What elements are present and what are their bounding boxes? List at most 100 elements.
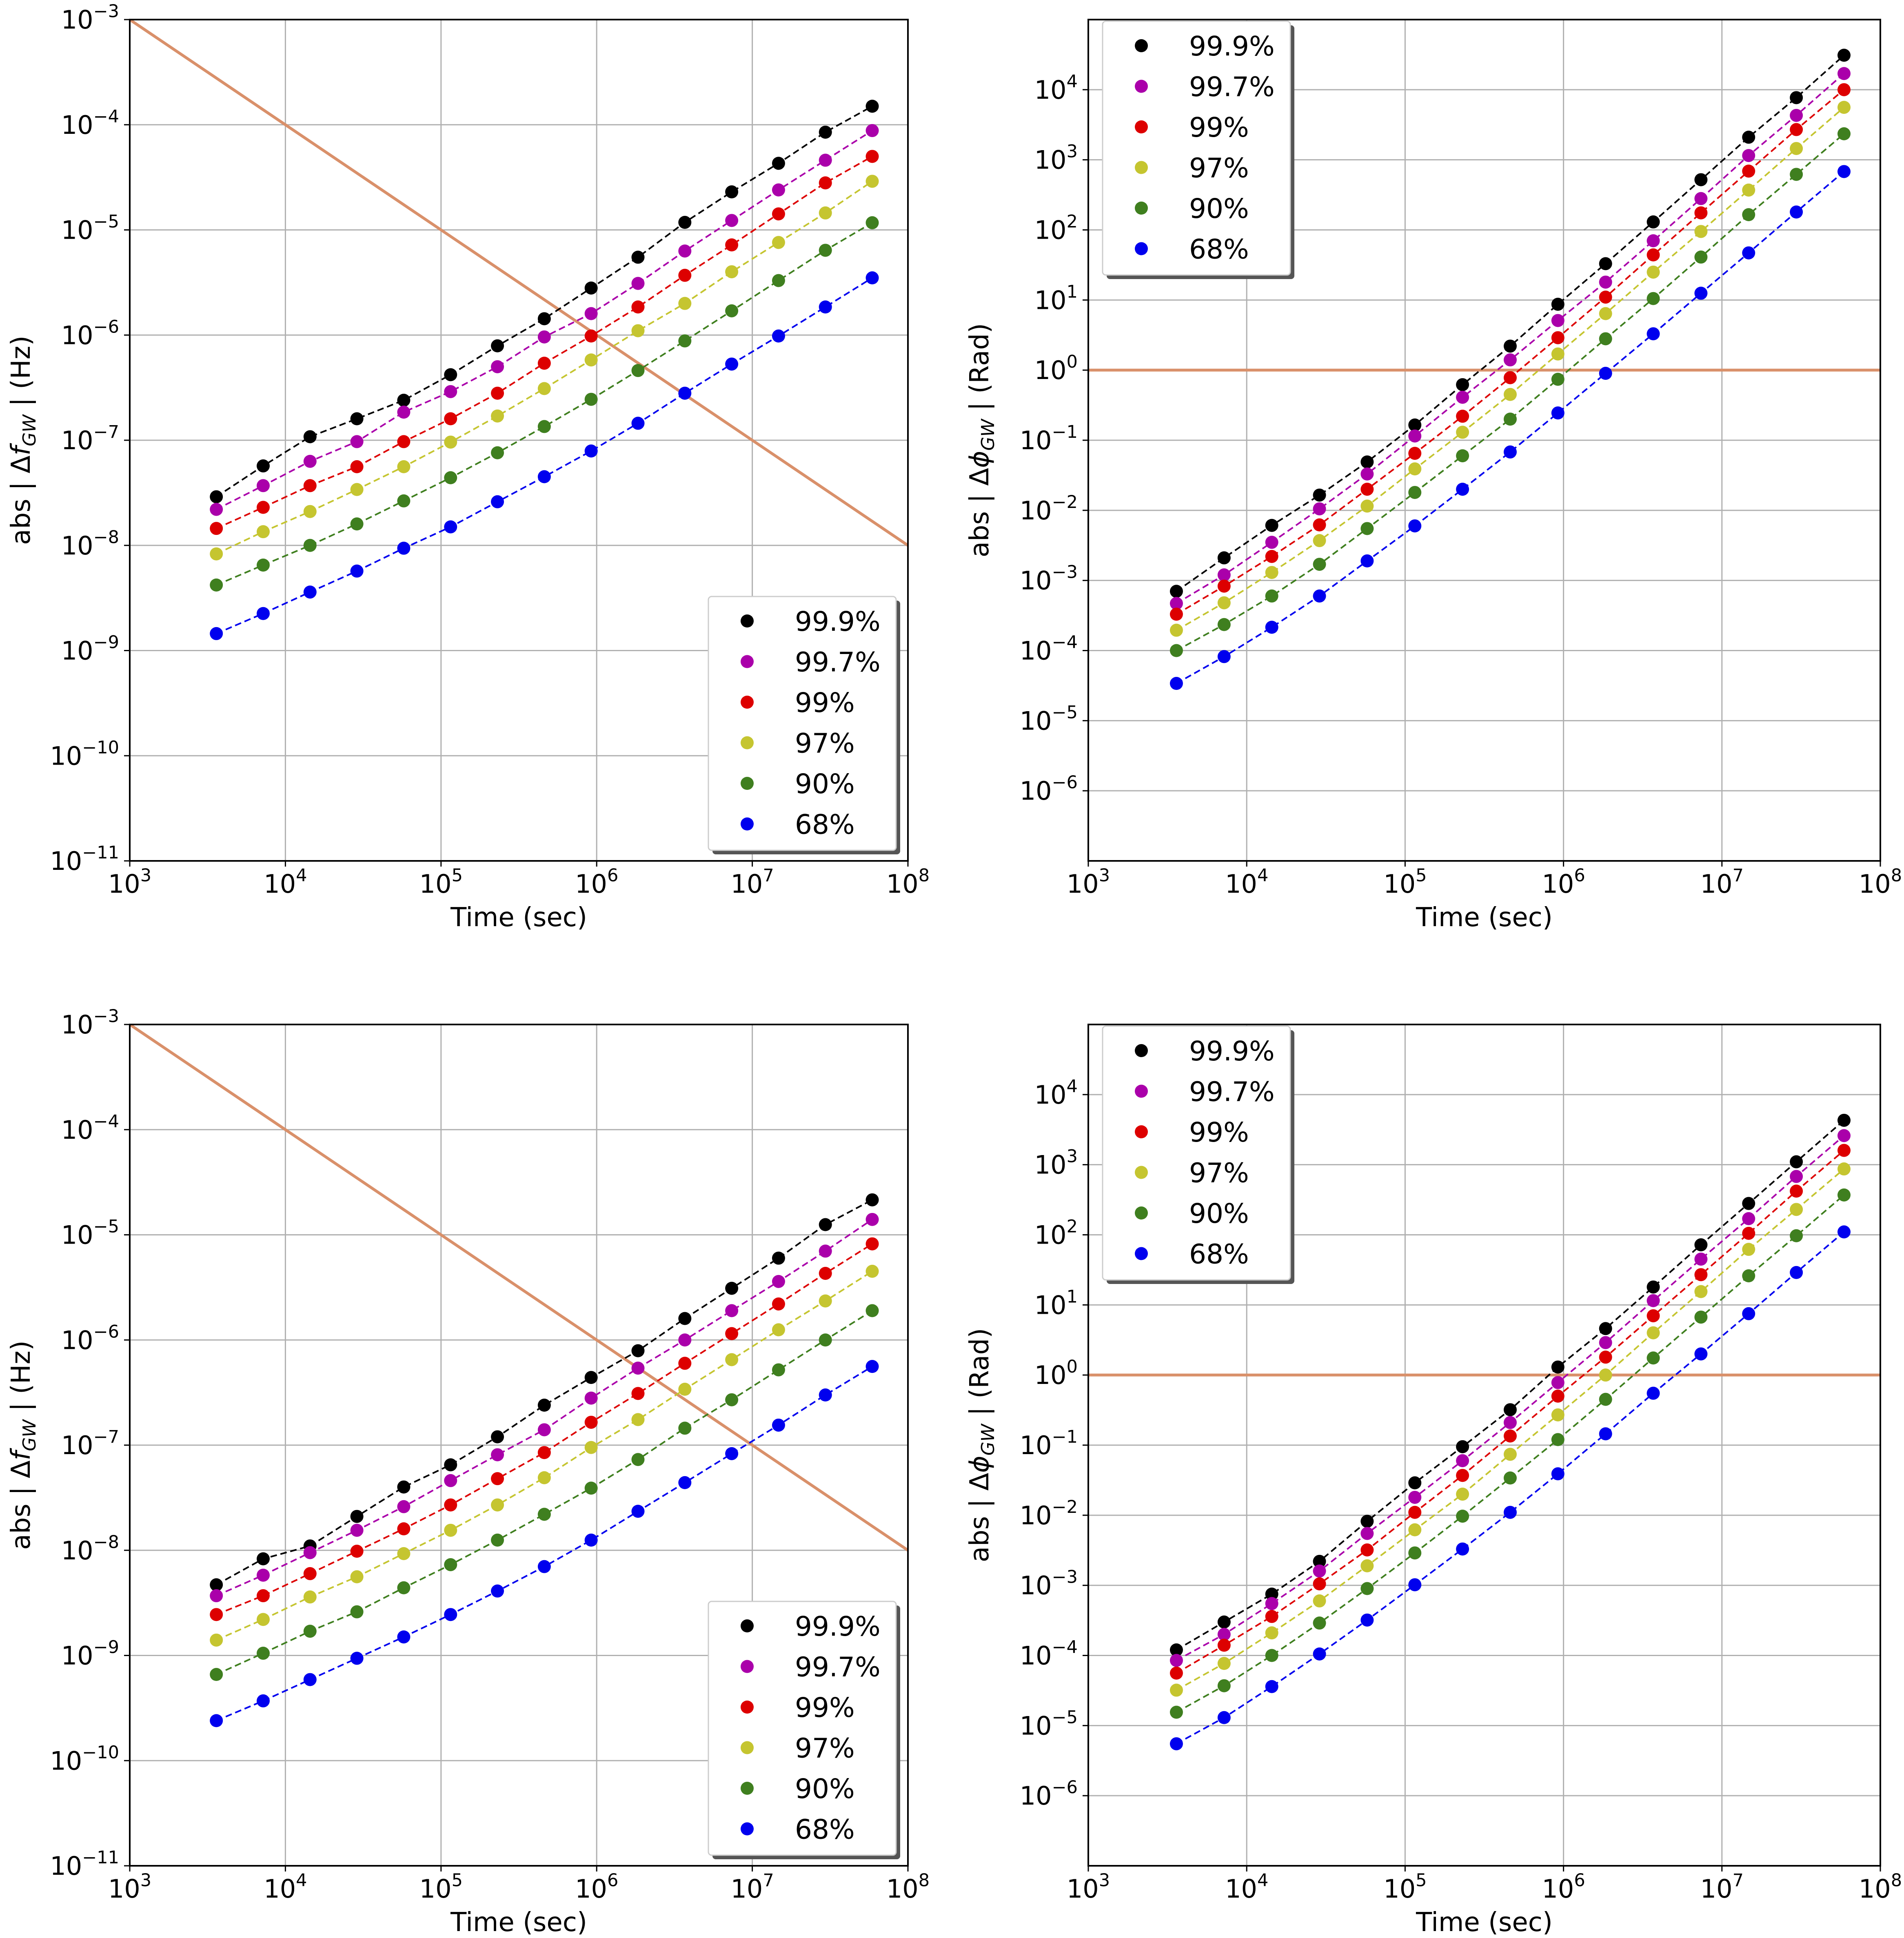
data-point bbox=[537, 312, 551, 326]
legend-marker bbox=[1135, 1247, 1148, 1260]
y-tick-label: 102 bbox=[1034, 1217, 1078, 1250]
data-point bbox=[1503, 1506, 1517, 1519]
legend-label: 99.7% bbox=[1189, 71, 1275, 103]
data-point bbox=[1217, 1628, 1231, 1641]
data-point bbox=[1456, 1469, 1469, 1482]
data-point bbox=[865, 1193, 879, 1206]
data-point bbox=[631, 300, 645, 314]
chart-bottom-left: 103 104 105 106 107 108 10−11 10−10 10−9 10−8 10−7… bbox=[6, 1006, 930, 1938]
data-point bbox=[1599, 290, 1612, 304]
data-point bbox=[1599, 332, 1612, 346]
data-point bbox=[1169, 608, 1183, 621]
data-point bbox=[1169, 644, 1183, 657]
data-point bbox=[1169, 1666, 1183, 1680]
data-point bbox=[444, 412, 457, 426]
data-point bbox=[865, 100, 879, 113]
legend-label: 90% bbox=[1189, 1198, 1249, 1229]
data-point bbox=[1742, 246, 1755, 259]
data-point bbox=[1790, 1229, 1803, 1242]
data-point bbox=[1790, 168, 1803, 181]
data-point bbox=[1360, 522, 1374, 535]
data-point bbox=[210, 1578, 223, 1592]
data-point bbox=[491, 1498, 504, 1512]
data-point bbox=[1647, 1294, 1660, 1307]
data-point bbox=[1837, 83, 1851, 96]
data-point bbox=[210, 1608, 223, 1621]
data-point bbox=[256, 1647, 270, 1660]
data-point bbox=[1551, 373, 1564, 386]
series-99% bbox=[1169, 1144, 1851, 1680]
data-point bbox=[1694, 1238, 1708, 1252]
data-point bbox=[631, 1361, 645, 1375]
data-point bbox=[678, 1476, 692, 1489]
data-point bbox=[1551, 1408, 1564, 1421]
data-point bbox=[1313, 1616, 1326, 1630]
y-tick-label: 10−6 bbox=[61, 1322, 119, 1355]
legend-label: 99% bbox=[795, 1692, 855, 1723]
data-point bbox=[1837, 1225, 1851, 1239]
data-point bbox=[584, 1371, 598, 1384]
data-point bbox=[444, 385, 457, 398]
data-point bbox=[397, 1630, 411, 1644]
data-point bbox=[1265, 550, 1278, 563]
data-point bbox=[678, 215, 692, 229]
data-point bbox=[1217, 650, 1231, 663]
data-point bbox=[1169, 585, 1183, 598]
data-point bbox=[725, 357, 739, 371]
data-point bbox=[772, 157, 785, 170]
data-point bbox=[865, 1237, 879, 1251]
data-point bbox=[537, 357, 551, 370]
data-point bbox=[819, 153, 832, 167]
legend-marker bbox=[741, 1660, 754, 1673]
data-point bbox=[819, 1266, 832, 1280]
data-point bbox=[772, 207, 785, 221]
legend-marker bbox=[1135, 1206, 1148, 1220]
data-point bbox=[537, 330, 551, 344]
data-point bbox=[1694, 286, 1708, 300]
data-point bbox=[303, 1625, 317, 1638]
data-point bbox=[1265, 1588, 1278, 1601]
data-point bbox=[210, 547, 223, 561]
data-point bbox=[725, 1304, 739, 1317]
data-point bbox=[256, 459, 270, 472]
x-tick-label: 103 bbox=[108, 865, 151, 899]
data-point bbox=[1169, 1654, 1183, 1667]
series-line bbox=[1176, 171, 1845, 684]
x-tick-label: 103 bbox=[1067, 865, 1110, 899]
y-tick-label: 10−3 bbox=[61, 1, 119, 35]
legend-marker bbox=[741, 655, 754, 668]
data-point bbox=[397, 1480, 411, 1494]
data-point bbox=[1503, 1448, 1517, 1461]
data-point bbox=[1551, 1433, 1564, 1446]
legend-marker bbox=[1135, 1125, 1148, 1138]
data-point bbox=[678, 268, 692, 282]
series-line bbox=[1176, 133, 1845, 652]
data-point bbox=[397, 406, 411, 419]
data-point bbox=[1503, 412, 1517, 426]
data-point bbox=[1265, 1626, 1278, 1640]
data-point bbox=[256, 525, 270, 539]
series-90% bbox=[210, 216, 879, 592]
data-point bbox=[772, 1251, 785, 1265]
threshold-line bbox=[130, 1024, 908, 1552]
data-point bbox=[1742, 1197, 1755, 1210]
data-point bbox=[1456, 390, 1469, 404]
data-point bbox=[210, 627, 223, 640]
data-point bbox=[350, 435, 364, 448]
data-point bbox=[1169, 1705, 1183, 1719]
data-point bbox=[678, 386, 692, 400]
data-point bbox=[1408, 1506, 1422, 1519]
data-point bbox=[491, 339, 504, 353]
data-point bbox=[491, 446, 504, 459]
data-point bbox=[1790, 205, 1803, 219]
data-point bbox=[1694, 1285, 1708, 1298]
data-point bbox=[1551, 297, 1564, 311]
data-point bbox=[1360, 554, 1374, 568]
legend-label: 99.7% bbox=[795, 647, 881, 678]
data-point bbox=[1647, 1280, 1660, 1294]
data-point bbox=[1790, 91, 1803, 104]
data-point bbox=[1647, 1326, 1660, 1339]
data-point bbox=[397, 541, 411, 555]
legend-marker bbox=[741, 1782, 754, 1795]
